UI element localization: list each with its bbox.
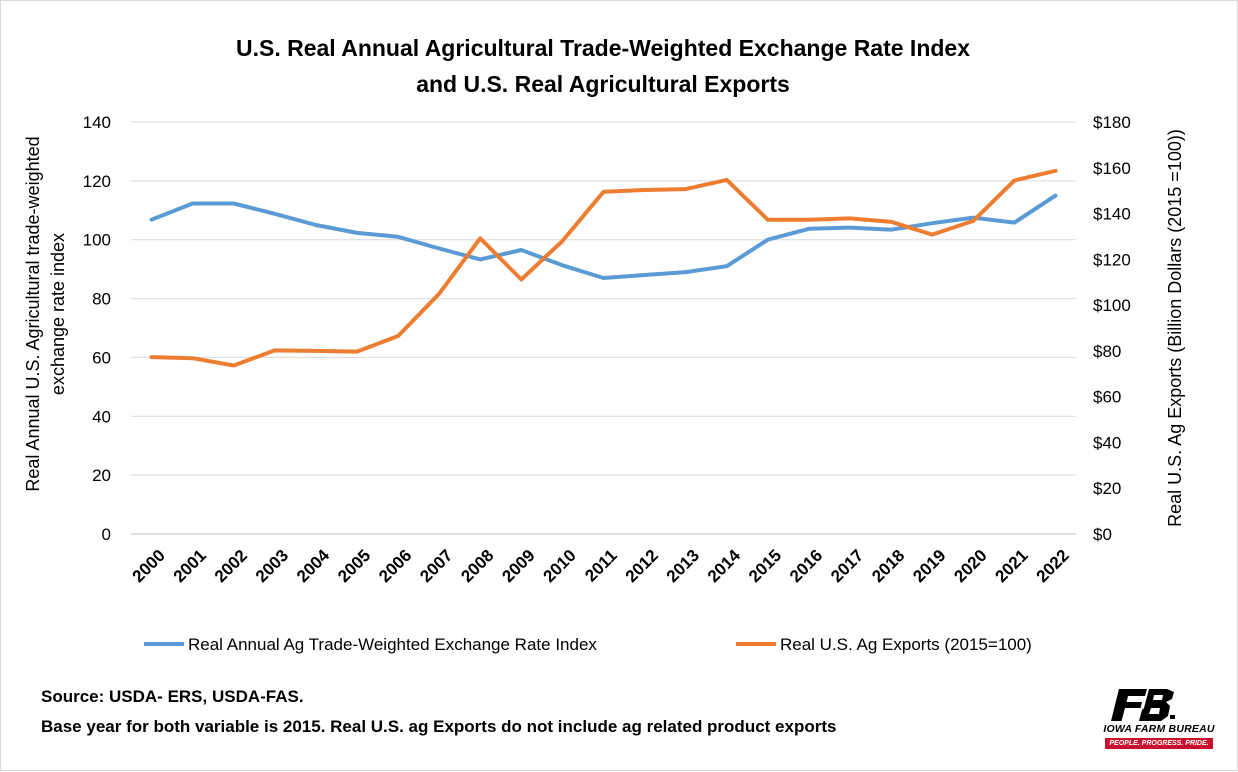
x-tick-label: 2007 bbox=[416, 546, 456, 586]
left-tick-label: 80 bbox=[92, 290, 111, 309]
x-tick-label: 2009 bbox=[498, 546, 538, 586]
legend: Real Annual Ag Trade-Weighted Exchange R… bbox=[144, 635, 1032, 654]
gridlines bbox=[131, 121, 1076, 535]
left-tick-label: 120 bbox=[83, 172, 111, 191]
x-tick-label: 2010 bbox=[540, 546, 580, 586]
x-tick-label: 2008 bbox=[457, 546, 497, 586]
x-tick-label: 2005 bbox=[334, 546, 374, 586]
right-tick-label: $140 bbox=[1093, 205, 1131, 224]
left-axis-ticks: 0 20 40 60 80 100 120 140 bbox=[83, 113, 111, 544]
x-tick-label: 2001 bbox=[170, 546, 210, 586]
x-tick-label: 2013 bbox=[663, 546, 703, 586]
x-tick-label: 2018 bbox=[868, 546, 908, 586]
left-tick-label: 20 bbox=[92, 466, 111, 485]
right-axis-title: Real U.S. Ag Exports (Billion Dollars (2… bbox=[1165, 129, 1185, 527]
x-tick-label: 2004 bbox=[293, 545, 334, 586]
logo-org-name: IOWA FARM BUREAU bbox=[1103, 723, 1215, 735]
farm-bureau-mark-icon bbox=[1111, 689, 1175, 721]
right-tick-label: $120 bbox=[1093, 250, 1131, 269]
x-tick-label: 2002 bbox=[211, 546, 251, 586]
left-tick-label: 140 bbox=[83, 113, 111, 132]
x-tick-label: 2014 bbox=[704, 545, 745, 586]
x-tick-label: 2006 bbox=[375, 546, 415, 586]
chart-title-line-1: U.S. Real Annual Agricultural Trade-Weig… bbox=[236, 35, 970, 61]
right-tick-label: $160 bbox=[1093, 159, 1131, 178]
right-tick-label: $0 bbox=[1093, 525, 1112, 544]
series-layer bbox=[149, 168, 1058, 368]
left-tick-label: 40 bbox=[92, 407, 111, 426]
left-tick-label: 60 bbox=[92, 348, 111, 367]
x-tick-label: 2015 bbox=[745, 546, 785, 586]
x-tick-label: 2020 bbox=[950, 546, 990, 586]
x-tick-label: 2017 bbox=[827, 546, 867, 586]
source-note: Source: USDA- ERS, USDA-FAS. bbox=[41, 687, 304, 706]
base-year-note: Base year for both variable is 2015. Rea… bbox=[41, 717, 837, 736]
x-tick-label: 2016 bbox=[786, 546, 826, 586]
x-tick-label: 2019 bbox=[909, 546, 949, 586]
x-tick-label: 2021 bbox=[991, 546, 1031, 586]
right-axis-ticks: $0 $20 $40 $60 $80 $100 $120 $140 $160 $180 bbox=[1093, 113, 1131, 544]
series-line-exchange-rate bbox=[149, 193, 1058, 280]
chart-title-line-2: and U.S. Real Agricultural Exports bbox=[416, 71, 790, 97]
legend-label-exchange-rate: Real Annual Ag Trade-Weighted Exchange R… bbox=[188, 635, 597, 654]
x-tick-label: 2003 bbox=[252, 546, 292, 586]
x-tick-label: 2011 bbox=[581, 546, 621, 586]
right-tick-label: $20 bbox=[1093, 479, 1121, 498]
x-tick-label: 2022 bbox=[1033, 546, 1073, 586]
right-tick-label: $100 bbox=[1093, 296, 1131, 315]
iowa-farm-bureau-logo: IOWA FARM BUREAU PEOPLE. PROGRESS. PRIDE… bbox=[1101, 689, 1217, 751]
logo-tagline: PEOPLE. PROGRESS. PRIDE. bbox=[1105, 738, 1213, 749]
x-axis-ticks: 2000 2001 2002 2003 2004 2005 2006 2007 2008 2009… bbox=[129, 545, 1073, 586]
right-tick-label: $180 bbox=[1093, 113, 1131, 132]
right-tick-label: $40 bbox=[1093, 433, 1121, 452]
legend-label-ag-exports: Real U.S. Ag Exports (2015=100) bbox=[780, 635, 1032, 654]
left-axis-title-line-2: exchange rate index bbox=[48, 233, 68, 395]
left-tick-label: 0 bbox=[102, 525, 111, 544]
series-line-ag-exports bbox=[149, 168, 1058, 368]
left-axis-title-line-1: Real Annual U.S. Agricultural trade-weig… bbox=[23, 136, 43, 491]
right-tick-label: $60 bbox=[1093, 388, 1121, 407]
left-tick-label: 100 bbox=[83, 231, 111, 250]
x-tick-label: 2000 bbox=[129, 546, 169, 586]
x-tick-label: 2012 bbox=[622, 546, 662, 586]
right-tick-label: $80 bbox=[1093, 342, 1121, 361]
